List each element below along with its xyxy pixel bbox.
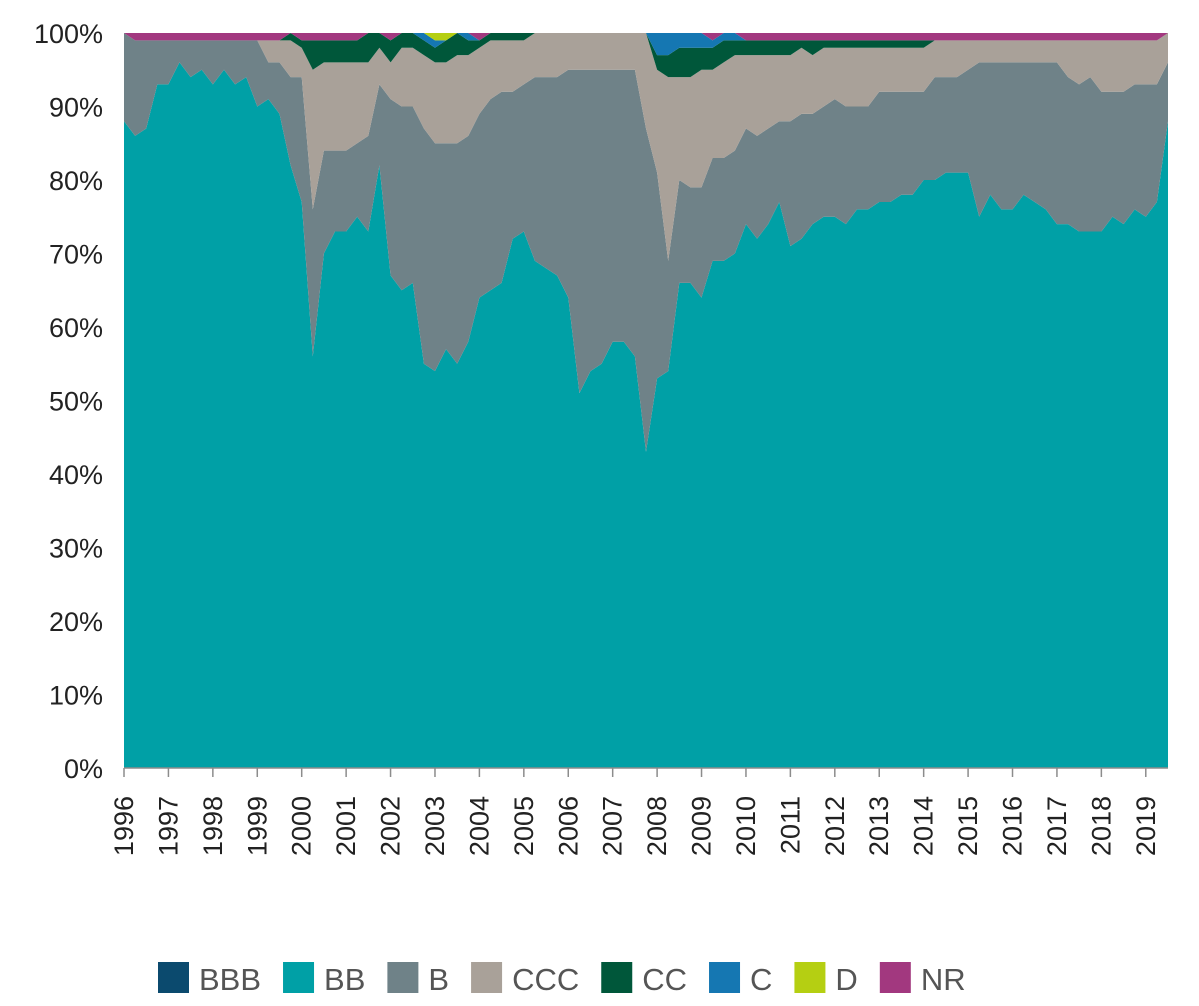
x-tick-label: 2003 [420,796,450,856]
x-tick-label: 1999 [242,796,272,856]
area-ccc [124,33,1168,261]
y-tick-label: 60% [49,313,103,343]
x-tick-label: 2018 [1086,796,1116,856]
x-tick-label: 2012 [820,796,850,856]
legend-swatch-ccc [471,962,503,993]
y-tick-label: 20% [49,607,103,637]
y-tick-label: 30% [49,534,103,564]
legend-swatch-d [794,962,826,993]
x-tick-label: 1996 [109,796,139,856]
x-tick-label: 2004 [464,796,494,856]
y-tick-label: 50% [49,387,103,417]
y-tick-label: 100% [34,19,103,49]
area-bb [124,62,1168,768]
x-tick-label: 2009 [687,796,717,856]
legend-swatch-cc [601,962,633,993]
x-tick-label: 2007 [598,796,628,856]
x-tick-label: 2006 [553,796,583,856]
x-axis: 1996 1997 1998 1999 2000 2001 2002 2003 2004 2005… [109,767,1168,856]
x-tick-label: 2019 [1131,796,1161,856]
y-axis: 0% 10% 20% 30% 40% 50% 60% 70% 80% 90% 100% [34,19,103,784]
legend-swatch-bbb [158,962,189,993]
area-nr [124,33,1168,41]
legend-label-bb: BB [324,962,365,997]
x-tick-label: 2017 [1042,796,1072,856]
y-tick-label: 80% [49,166,103,196]
x-tick-label: 2005 [509,796,539,856]
legend-label-nr: NR [921,962,966,997]
legend-swatch-nr [879,962,911,993]
legend-label-bbb: BBB [199,962,261,997]
legend-swatch-bb [283,962,315,993]
legend-swatch-c [709,962,741,993]
x-tick-label: 2008 [642,796,672,856]
y-tick-label: 70% [49,240,103,270]
legend: BBB BB B CCC CC C D NR [158,962,966,997]
legend-label-ccc: CCC [512,962,579,997]
legend-label-b: B [428,962,449,997]
area-layer [124,33,1168,768]
y-tick-label: 10% [49,681,103,711]
x-tick-label: 2010 [731,796,761,856]
x-tick-label: 1997 [153,796,183,856]
area-b [124,33,1168,452]
y-tick-label: 0% [64,754,103,784]
x-tick-label: 2011 [775,796,805,854]
x-tick-label: 2000 [287,796,317,856]
legend-label-cc: CC [642,962,687,997]
y-tick-label: 90% [49,93,103,123]
x-tick-label: 2001 [331,796,361,856]
x-tick-label: 2002 [376,796,406,856]
x-tick-label: 2014 [909,796,939,856]
legend-swatch-b [387,962,419,993]
area-cc [124,33,1168,78]
legend-label-d: D [835,962,857,997]
x-tick-label: 2015 [953,796,983,856]
x-tick-label: 1998 [198,796,228,856]
legend-label-c: C [750,962,772,997]
x-tick-label: 2016 [998,796,1028,856]
y-tick-label: 40% [49,460,103,490]
x-tick-label: 2013 [864,796,894,856]
